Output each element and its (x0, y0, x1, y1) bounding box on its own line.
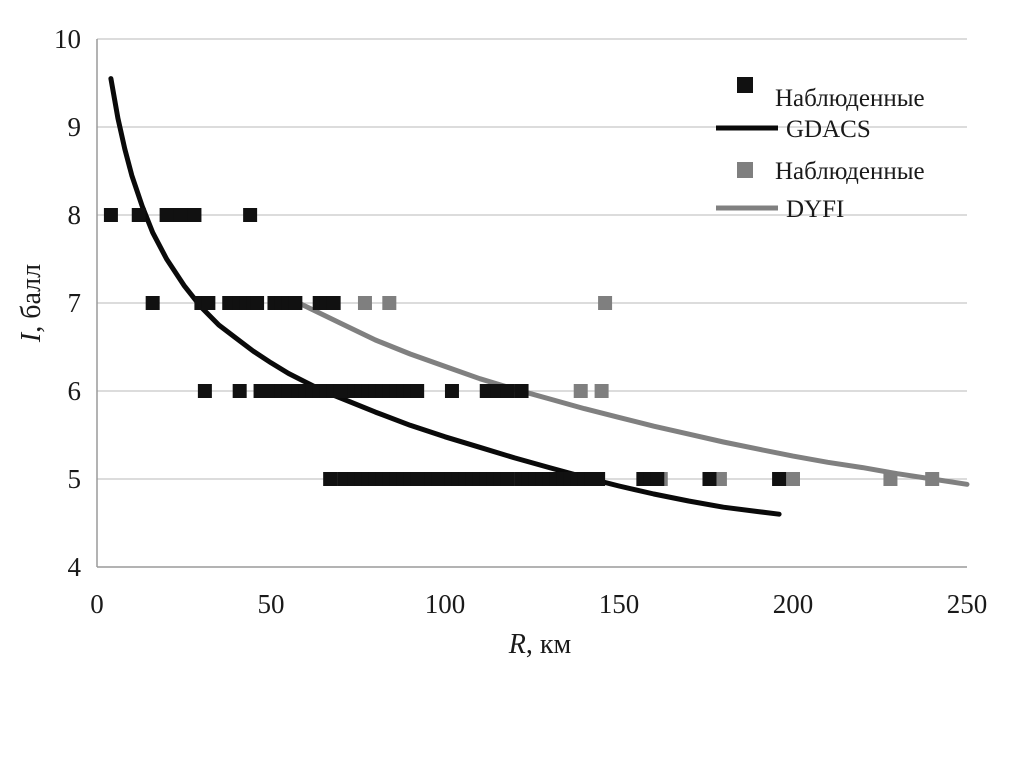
legend-marker-observed-dyfi (737, 162, 753, 178)
data-point (772, 472, 787, 486)
data-point (250, 296, 265, 310)
legend-label-dyfi: DYFI (786, 196, 844, 223)
legend: Наблюденные GDACS Наблюденные DYFI (716, 77, 925, 223)
data-point (500, 472, 515, 486)
axes (96, 39, 967, 568)
data-point (232, 384, 247, 398)
x-tick-label: 150 (599, 589, 640, 619)
x-tick-label: 250 (947, 589, 988, 619)
data-point (444, 384, 459, 398)
y-tick-label: 4 (68, 552, 82, 582)
y-tick-label: 9 (68, 112, 82, 142)
data-point (323, 472, 338, 486)
legend-label-observed-gdacs: Наблюденные (775, 85, 925, 112)
data-point (514, 384, 529, 398)
y-tick-label: 10 (54, 24, 81, 54)
data-point (201, 296, 216, 310)
data-point (382, 296, 397, 310)
x-tick-label: 50 (258, 589, 285, 619)
data-point (594, 384, 609, 398)
data-point (883, 472, 898, 486)
x-tick-labels: 0 50 100 150 200 250 (90, 589, 987, 619)
y-tick-label: 7 (68, 288, 82, 318)
data-point (131, 208, 146, 222)
x-tick-label: 200 (773, 589, 814, 619)
series-line-dyfi (296, 300, 970, 487)
data-point (591, 472, 606, 486)
data-point (103, 208, 118, 222)
series-group (103, 76, 970, 517)
legend-marker-observed-gdacs (737, 77, 753, 93)
data-point (173, 208, 188, 222)
data-point (288, 296, 303, 310)
legend-label-observed-dyfi: Наблюденные (775, 158, 925, 185)
y-axis-label: I, балл (16, 264, 47, 343)
data-point (702, 472, 717, 486)
data-point (598, 296, 613, 310)
data-point (573, 384, 588, 398)
y-tick-label: 6 (68, 376, 82, 406)
series-points-gdacs (103, 208, 787, 486)
data-point (925, 472, 940, 486)
y-axis-label-unit: , балл (16, 264, 47, 333)
data-point (410, 384, 425, 398)
data-point (243, 208, 258, 222)
x-tick-label: 0 (90, 589, 104, 619)
y-tick-labels: 4 5 6 7 8 9 10 (54, 24, 82, 582)
data-point (197, 384, 212, 398)
data-point (500, 384, 515, 398)
data-point (650, 472, 665, 486)
data-point (357, 296, 372, 310)
x-axis-label-unit: , км (526, 629, 572, 660)
y-tick-label: 8 (68, 200, 82, 230)
data-point (786, 472, 800, 486)
data-point (187, 208, 202, 222)
y-tick-label: 5 (68, 464, 82, 494)
data-point (145, 296, 160, 310)
x-axis-label-var: R (508, 629, 526, 660)
x-axis-label: R, км (508, 629, 572, 660)
y-axis-label-var: I (16, 331, 47, 343)
legend-label-gdacs: GDACS (786, 116, 871, 143)
x-tick-label: 100 (425, 589, 466, 619)
data-point (326, 296, 341, 310)
